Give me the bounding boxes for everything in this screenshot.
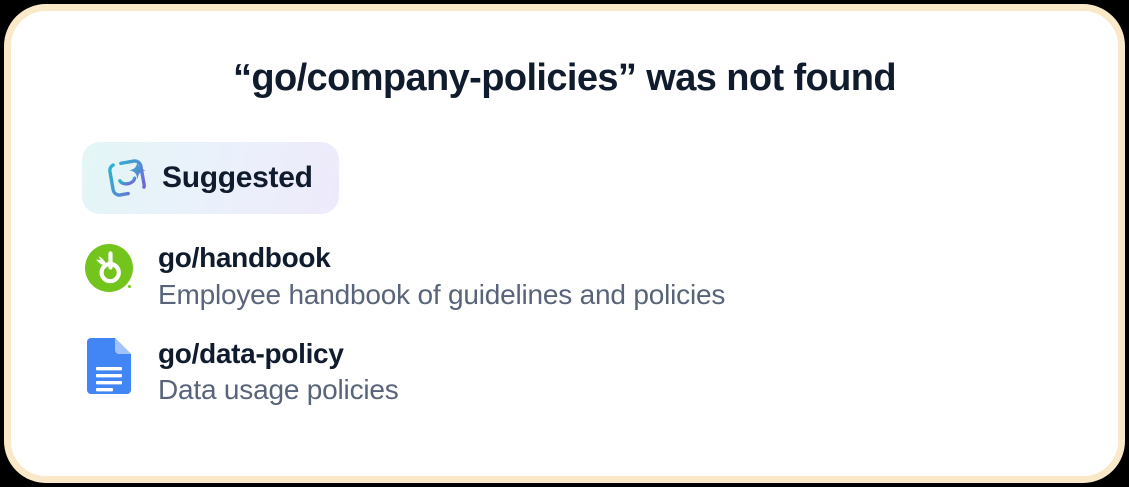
result-subtitle: Employee handbook of guidelines and poli… [158, 278, 726, 310]
result-title: go/data-policy [158, 337, 344, 369]
google-docs-icon [82, 335, 136, 394]
card-inner: “go/company-policies” was not found [11, 11, 1118, 476]
result-title: go/handbook [158, 242, 331, 273]
result-text: go/handbook Employee handbook of guideli… [158, 239, 725, 313]
suggested-badge-label: Suggested [162, 161, 313, 194]
suggested-results-list: go/handbook Employee handbook of guideli… [82, 239, 1078, 430]
ai-sparkle-icon [106, 157, 148, 199]
page-title: “go/company-policies” was not found [232, 57, 897, 99]
result-subtitle: Data usage policies [158, 374, 399, 406]
bamboohr-logo-icon [82, 239, 136, 297]
result-text: go/data-policy Data usage policies [158, 335, 399, 409]
not-found-card: “go/company-policies” was not found [4, 4, 1125, 483]
list-item[interactable]: go/data-policy Data usage policies [82, 335, 1078, 409]
suggested-badge: Suggested [82, 142, 339, 214]
list-item[interactable]: go/handbook Employee handbook of guideli… [82, 239, 1078, 313]
